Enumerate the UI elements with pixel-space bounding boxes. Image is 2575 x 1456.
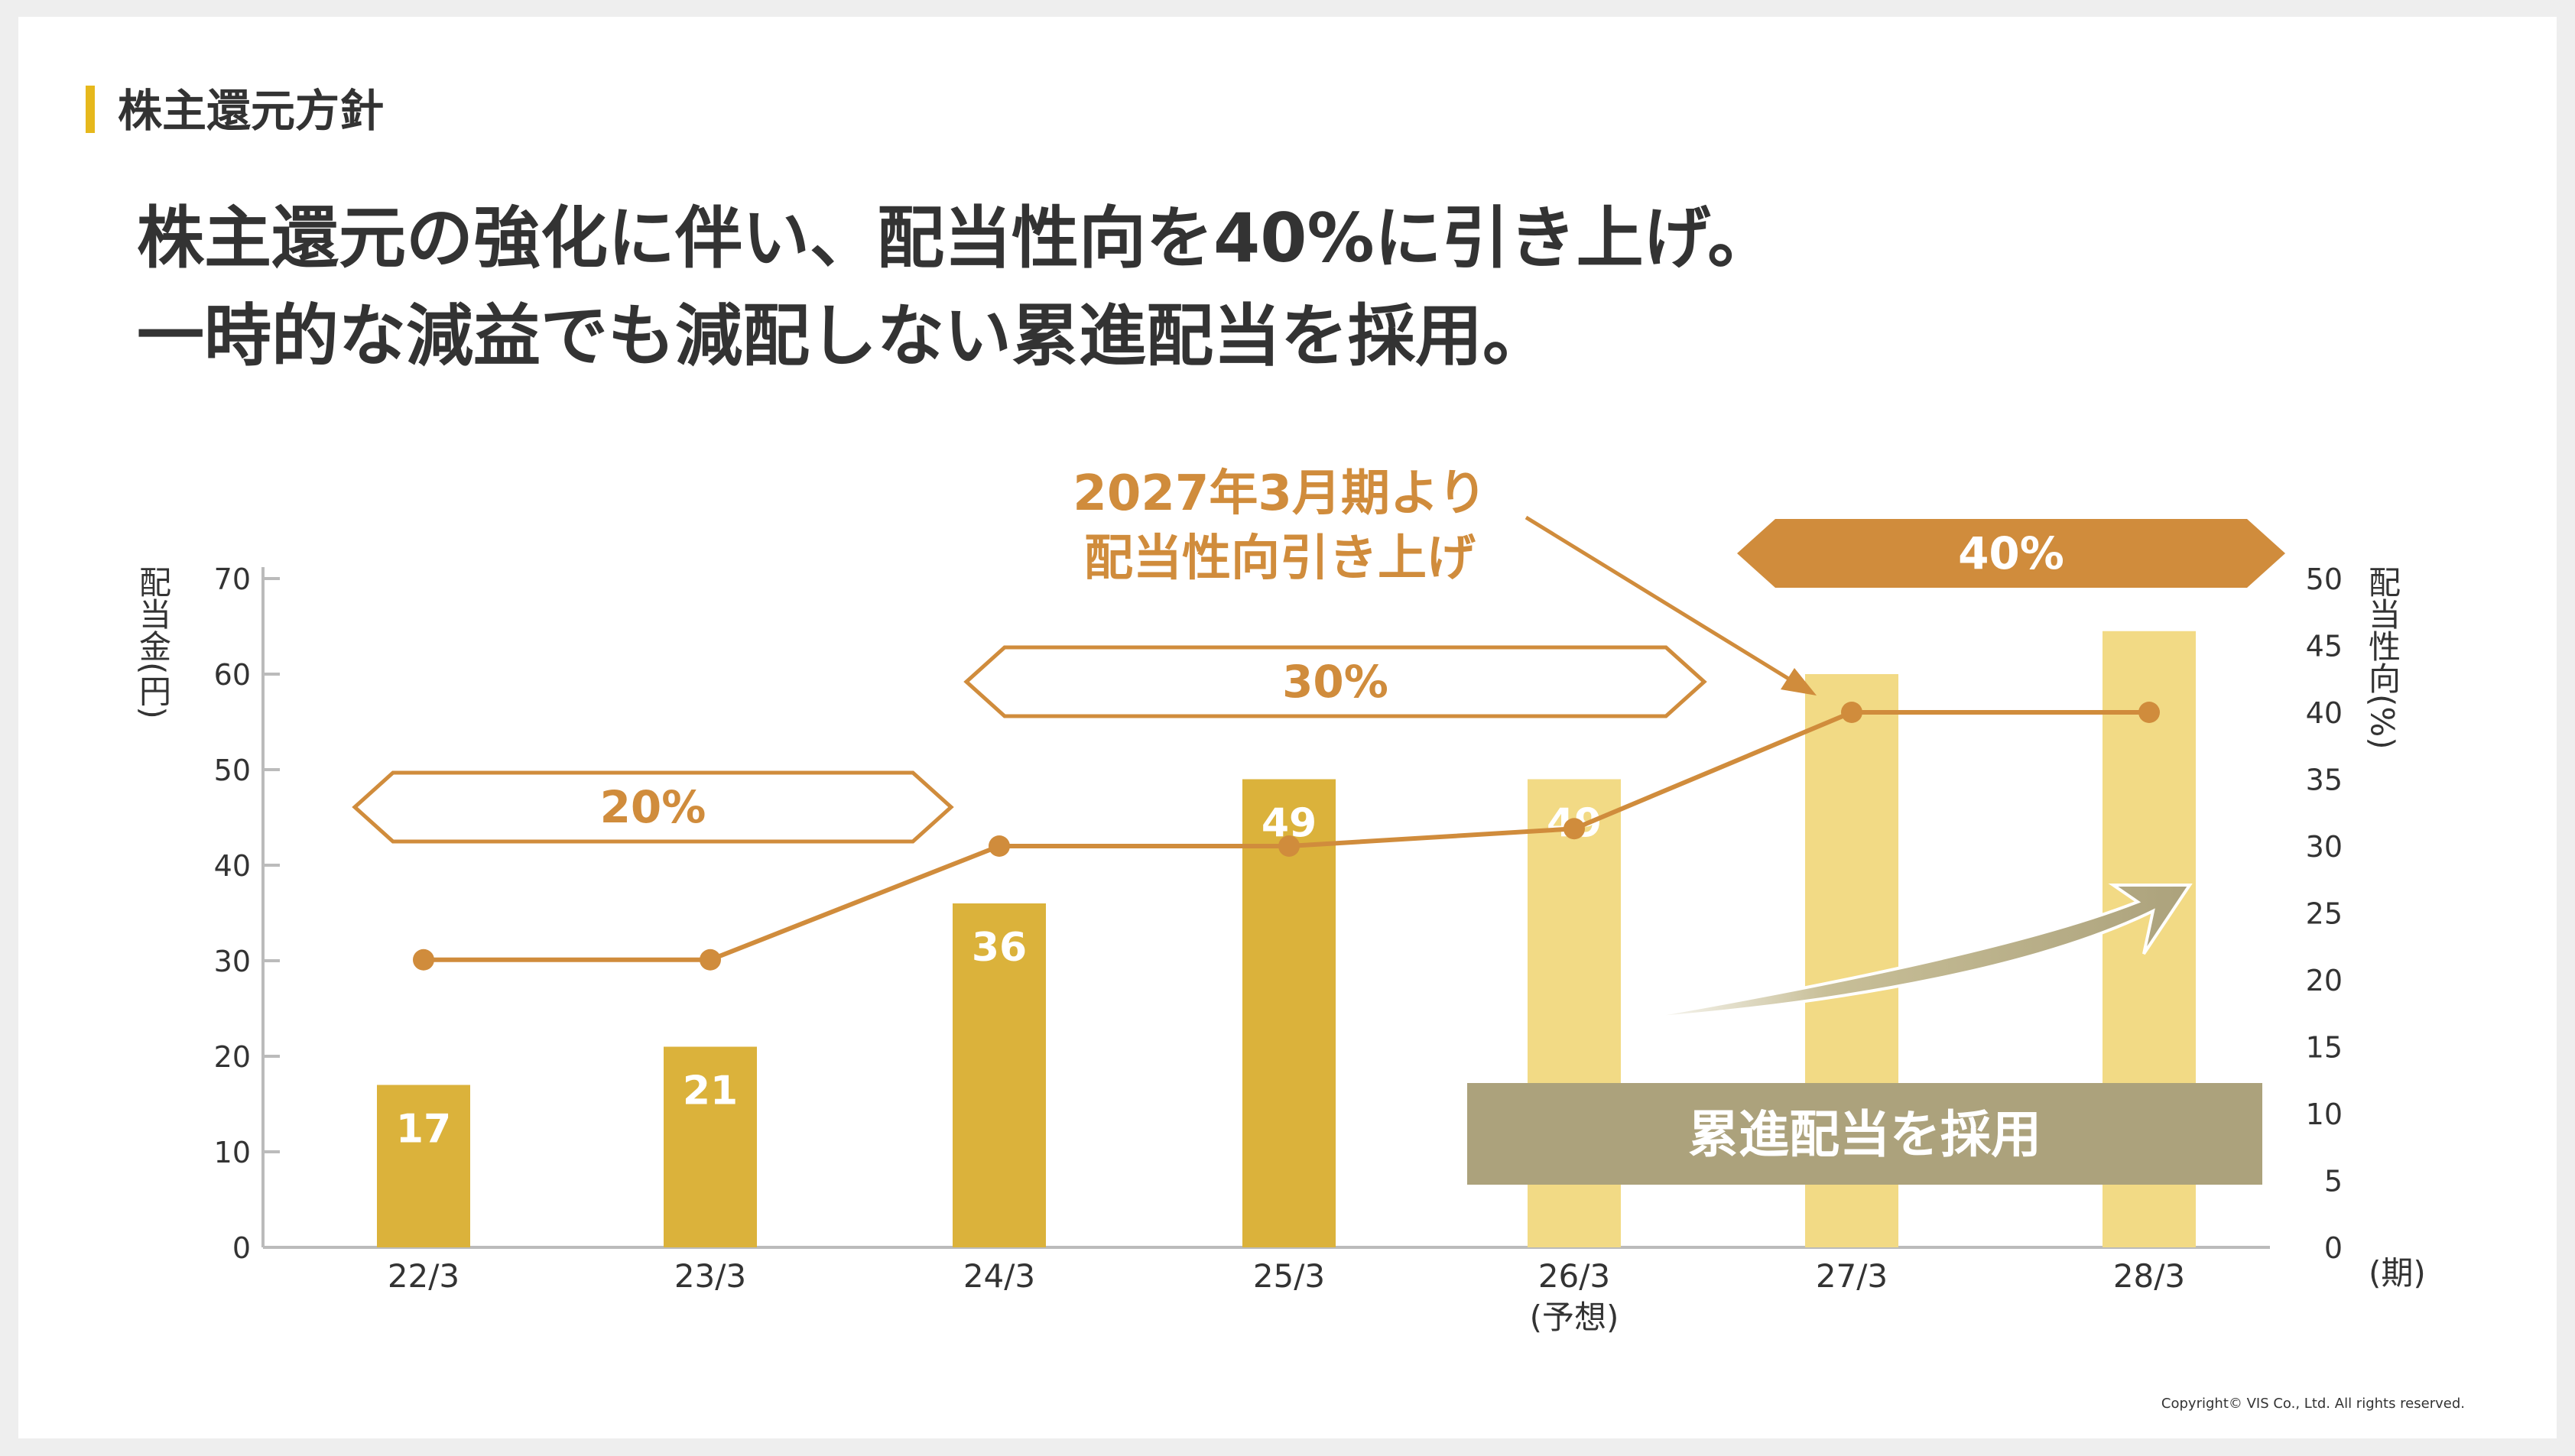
bar-22/3 [377,1085,470,1247]
x-tick-24/3: 24/3 [963,1257,1035,1295]
bar-label-23/3: 21 [683,1068,738,1114]
payout-band-30pct [963,645,1707,718]
progressive-dividend-banner [1467,1083,2262,1185]
copyright: Copyright© VIS Co., Ltd. All rights rese… [2161,1396,2465,1412]
payout-ratio-line [413,702,2160,971]
right-axis-title: 配当性向(%) [2364,566,2401,750]
x-axis-tick-labels: 22/3 23/3 24/3 25/3 26/3 (予想) 27/3 28/3 [388,1257,2185,1336]
left-axis-ticks: 0 10 20 30 40 50 60 70 [214,563,280,1265]
left-tick-label-20: 20 [214,1040,251,1074]
annotation-arrow-line [1525,515,1801,688]
right-tick-label-5: 5 [2324,1165,2343,1198]
payout-band-40pct [1737,519,2285,588]
payout-band-label-30pct: 30% [1282,656,1388,708]
payout-ratio-point-22/3 [413,949,434,971]
left-tick-label-50: 50 [214,754,251,787]
right-tick-label-50: 50 [2306,563,2343,596]
growth-arrow [1631,884,2193,1021]
right-tick-label-0: 0 [2324,1231,2343,1265]
payout-ratio-point-27/3 [1841,702,1862,723]
right-tick-label-20: 20 [2306,964,2343,997]
x-tick-28/3: 28/3 [2113,1257,2185,1295]
right-tick-label-25: 25 [2306,897,2343,931]
payout-band-20pct [352,770,954,844]
right-tick-label-10: 10 [2306,1098,2343,1131]
x-tick-23/3: 23/3 [674,1257,746,1295]
left-tick-label-0: 0 [232,1231,251,1265]
right-tick-label-40: 40 [2306,696,2343,730]
left-tick-label-40: 40 [214,849,251,883]
x-tick-25/3: 25/3 [1253,1257,1325,1295]
x-tick-22/3: 22/3 [388,1257,459,1295]
slide: 株主還元方針 株主還元の強化に伴い、配当性向を40%に引き上げ。 一時的な減益で… [18,17,2557,1438]
right-tick-label-30: 30 [2306,830,2343,864]
right-axis-ticks: 0 5 10 15 20 25 30 35 40 45 50 [2306,563,2343,1265]
payout-ratio-point-26/3 [1564,818,1585,840]
annotation-arrow-head [1781,668,1817,696]
left-tick-label-60: 60 [214,658,251,692]
right-tick-label-35: 35 [2306,764,2343,797]
progressive-dividend-banner-text: 累進配当を採用 [1688,1105,2041,1164]
section-title: 株主還元方針 [118,85,384,137]
payout-band-label-40pct: 40% [1958,527,2064,579]
headline-line-1: 株主還元の強化に伴い、配当性向を40%に引き上げ。 [137,199,1775,277]
annotation-line-1: 2027年3月期より [1073,465,1486,522]
bar-24/3 [953,903,1046,1247]
left-tick-label-10: 10 [214,1136,251,1169]
bar-25/3 [1242,779,1336,1247]
payout-ratio-point-28/3 [2138,702,2160,723]
x-tick-26/3: 26/3 [1538,1257,1610,1295]
right-tick-label-45: 45 [2306,630,2343,663]
left-tick-label-70: 70 [214,563,251,596]
x-tick-note-26/3: (予想) [1530,1299,1619,1336]
annotation-line-2: 配当性向引き上げ [1084,530,1476,587]
bar-label-24/3: 36 [972,925,1027,971]
right-tick-label-15: 15 [2306,1031,2343,1065]
bar-label-22/3: 17 [396,1107,451,1153]
payout-bands: 20% 30% 40% [352,519,2285,844]
x-unit-label: (期) [2369,1254,2426,1292]
headline-line-2: 一時的な減益でも減配しない累進配当を採用。 [137,297,1550,375]
payout-ratio-point-23/3 [700,949,721,971]
payout-band-label-20pct: 20% [600,781,706,833]
payout-ratio-point-25/3 [1278,835,1300,857]
x-tick-27/3: 27/3 [1816,1257,1888,1295]
bar-23/3 [664,1046,757,1247]
payout-ratio-point-24/3 [989,835,1010,857]
left-axis-title: 配当金(円) [135,566,172,719]
section-accent-bar [86,86,95,133]
left-tick-label-30: 30 [214,945,251,978]
chart: 株主還元方針 株主還元の強化に伴い、配当性向を40%に引き上げ。 一時的な減益で… [86,85,2465,1412]
